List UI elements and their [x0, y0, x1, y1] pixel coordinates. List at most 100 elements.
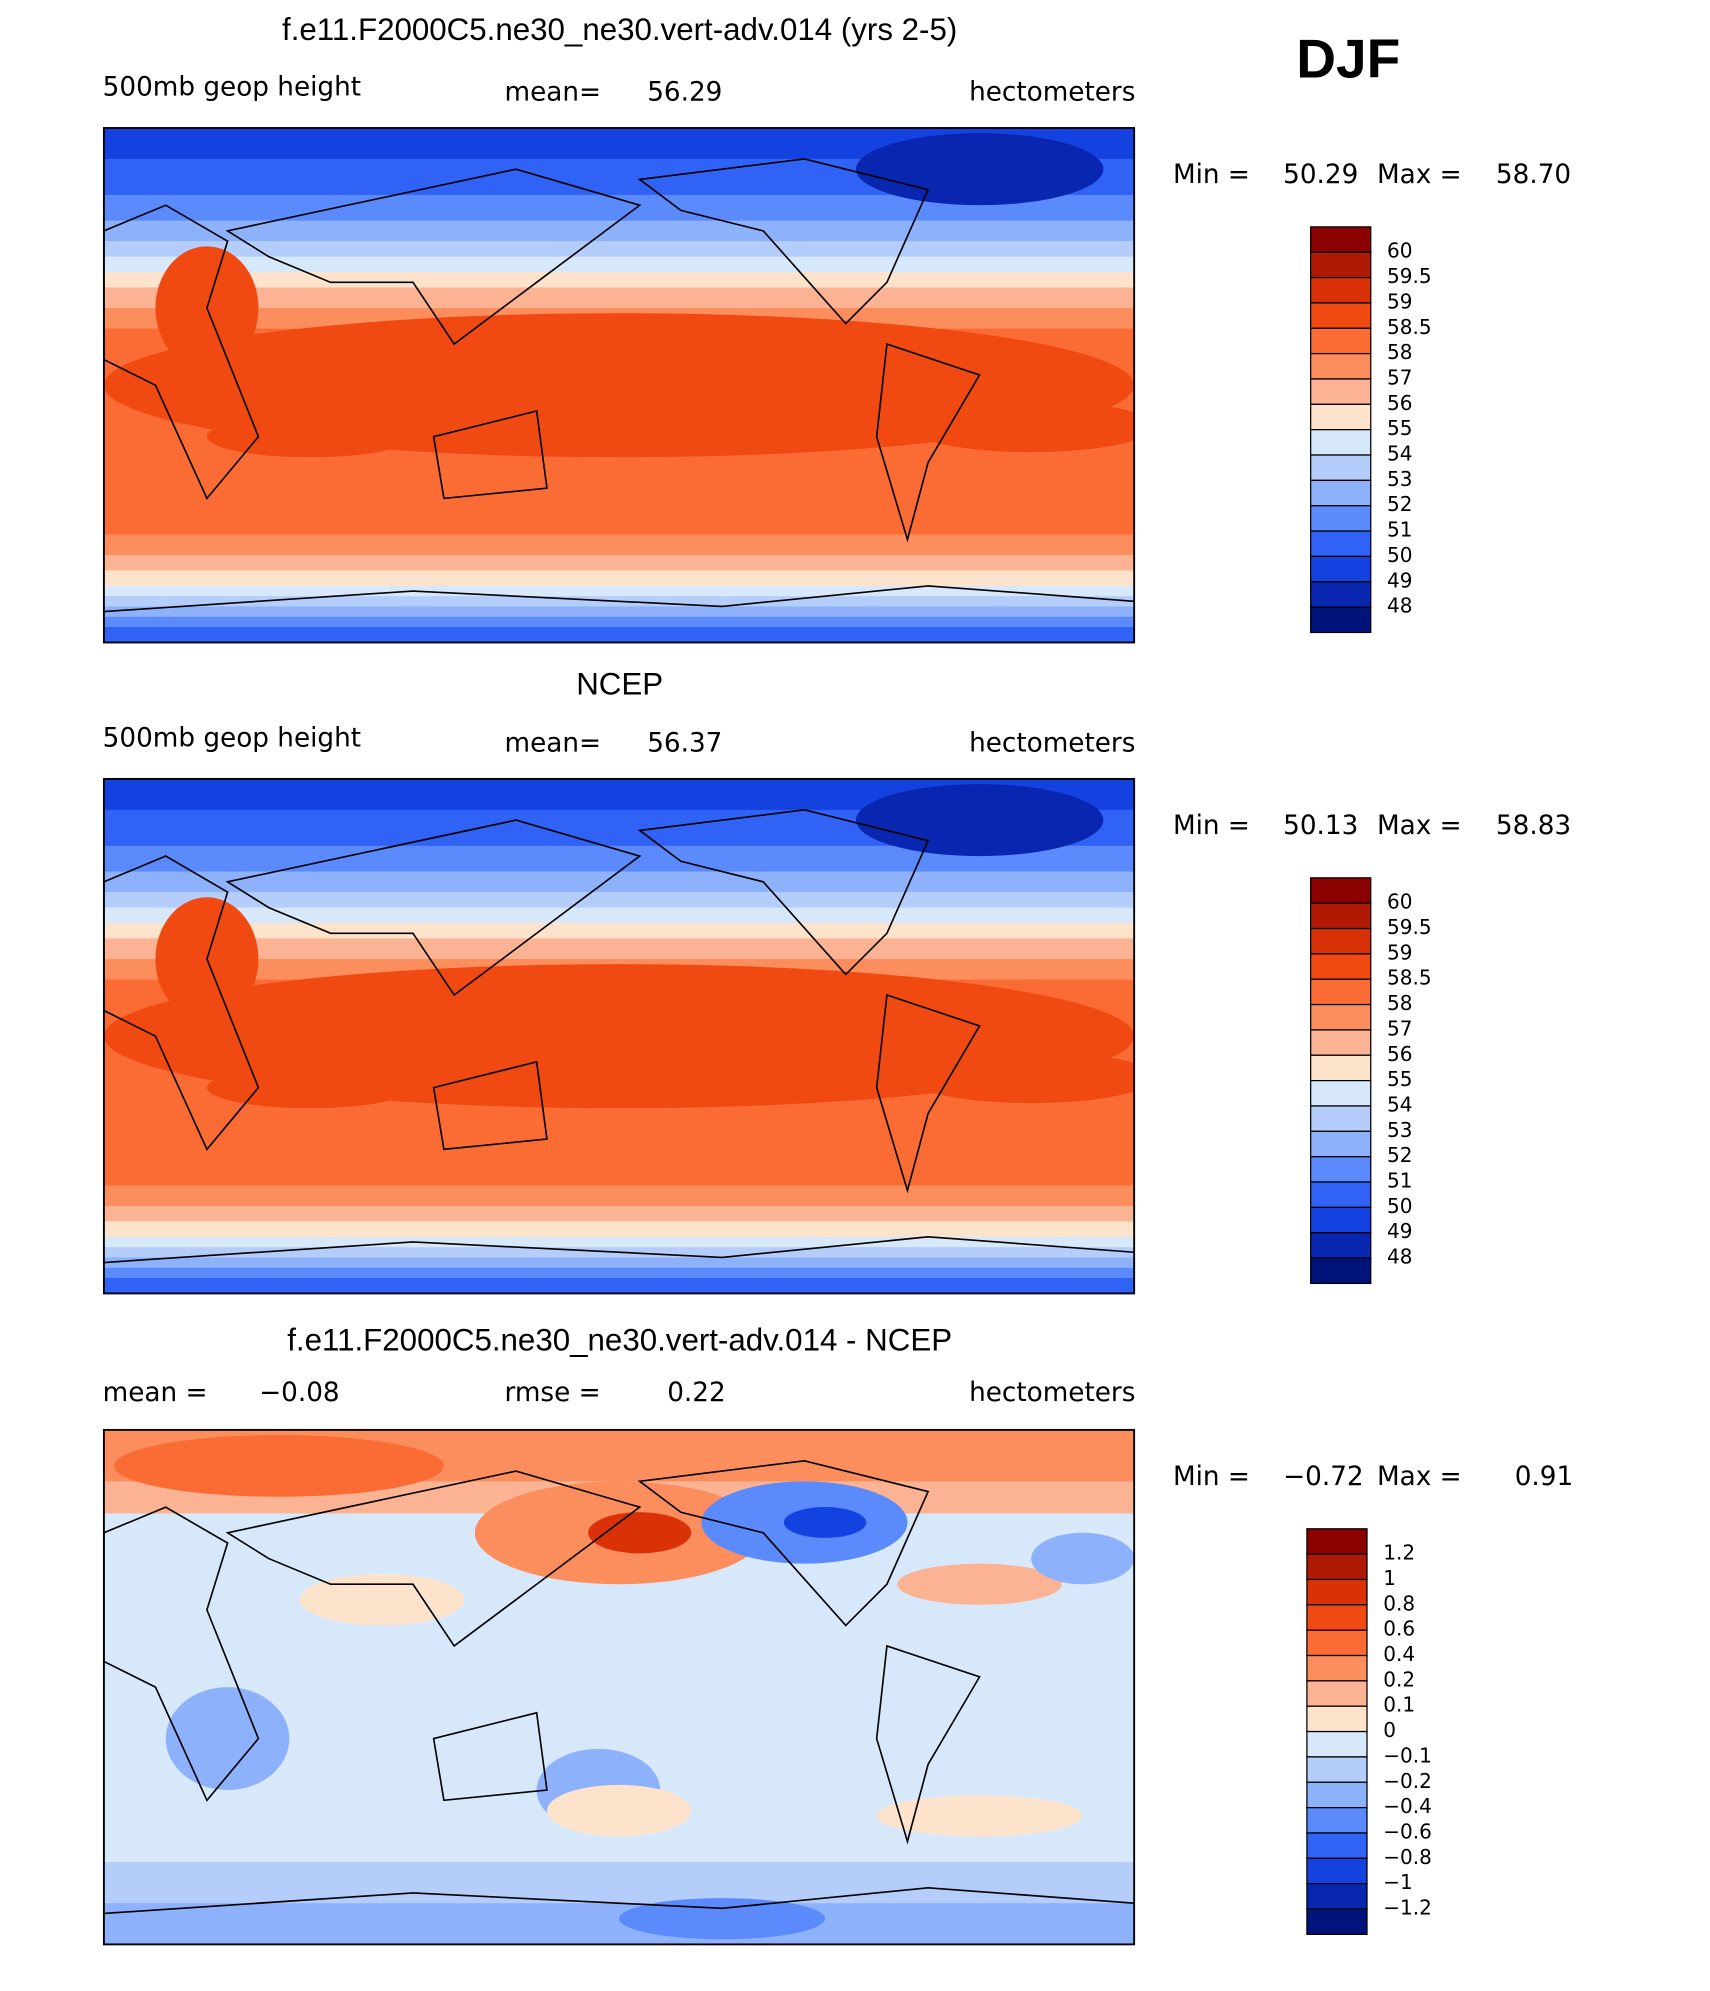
- colorbar-box: [1310, 1105, 1372, 1132]
- colorbar-label: 49: [1387, 568, 1412, 592]
- colorbar-box: [1310, 1181, 1372, 1208]
- colorbar-box: [1306, 1654, 1368, 1682]
- units: hectometers: [969, 728, 1135, 758]
- colorbar-label: 55: [1387, 1067, 1412, 1091]
- coastline: [637, 1459, 930, 1627]
- map-blob: [114, 1435, 444, 1497]
- colorbar-label: 56: [1387, 391, 1412, 415]
- stat-label: mean=: [504, 728, 600, 758]
- map-band: [103, 871, 1135, 894]
- colorbar-label: 58: [1387, 340, 1412, 364]
- colorbar-label: 0.8: [1383, 1591, 1415, 1615]
- map-band: [103, 892, 1135, 909]
- colorbar-label: −0.2: [1383, 1769, 1432, 1793]
- season-label: DJF: [1296, 27, 1400, 89]
- colorbar-box: [1310, 302, 1372, 329]
- colorbar-label: 59: [1387, 289, 1412, 313]
- colorbar-box: [1306, 1705, 1368, 1733]
- min-label: Min =: [1173, 160, 1250, 190]
- colorbar-label: 59: [1387, 940, 1412, 964]
- colorbar-box: [1310, 1079, 1372, 1107]
- colorbar-label: 53: [1387, 467, 1412, 491]
- map-band: [103, 1278, 1135, 1294]
- map-band: [103, 585, 1135, 598]
- left-label: mean =: [103, 1378, 208, 1408]
- stat-value: 56.37: [647, 728, 722, 758]
- colorbar-box: [1310, 505, 1372, 532]
- colorbar-box: [1310, 479, 1372, 507]
- colorbar-box: [1310, 454, 1372, 481]
- colorbar-label: −1: [1383, 1870, 1413, 1894]
- map-blob: [619, 1898, 826, 1940]
- colorbar-label: −0.8: [1383, 1845, 1432, 1869]
- colorbar-box: [1310, 581, 1372, 608]
- colorbar-box: [1306, 1730, 1368, 1758]
- colorbar-label: 48: [1387, 594, 1412, 618]
- map-band: [103, 1185, 1135, 1208]
- max-label: Max =: [1377, 160, 1462, 190]
- colorbar-box: [1310, 276, 1372, 304]
- coastline: [637, 809, 930, 976]
- map-band: [103, 606, 1135, 619]
- map-band: [103, 922, 1135, 940]
- colorbar-label: −0.6: [1383, 1819, 1432, 1843]
- max-value: 58.70: [1496, 160, 1571, 190]
- map-band: [103, 627, 1135, 643]
- colorbar-label: 0.4: [1383, 1642, 1415, 1666]
- map-band: [103, 220, 1135, 243]
- map-blob: [1031, 1532, 1135, 1585]
- colorbar-label: 52: [1387, 1143, 1412, 1167]
- coastline: [432, 1060, 548, 1151]
- panel-title: f.e11.F2000C5.ne30_ne30.vert-adv.014 - N…: [287, 1323, 952, 1358]
- colorbar-label: 53: [1387, 1118, 1412, 1142]
- colorbar-label: 0.2: [1383, 1667, 1415, 1691]
- stat-value: 56.29: [647, 77, 722, 107]
- colorbar-label: 0: [1383, 1718, 1396, 1742]
- min-value: −0.72: [1283, 1462, 1364, 1492]
- stat-label: rmse =: [504, 1378, 600, 1408]
- map-blob: [206, 1067, 413, 1109]
- coastline: [103, 1236, 1135, 1264]
- colorbar-label: −1.2: [1383, 1896, 1432, 1920]
- colorbar-box: [1310, 1054, 1372, 1082]
- coastline: [103, 585, 1135, 613]
- coastline: [103, 1886, 1135, 1915]
- colorbar-box: [1310, 226, 1372, 253]
- colorbar-label: 51: [1387, 518, 1412, 542]
- colorbar-label: 60: [1387, 890, 1412, 914]
- colorbar-label: 59.5: [1387, 915, 1432, 939]
- colorbar-box: [1306, 1908, 1368, 1935]
- map-blob: [855, 133, 1104, 206]
- map-band: [103, 938, 1135, 961]
- colorbar-label: 1: [1383, 1566, 1396, 1590]
- stat-value: 0.22: [667, 1378, 725, 1408]
- colorbar-label: 57: [1387, 365, 1412, 389]
- coastline: [432, 410, 548, 500]
- map-band: [103, 1221, 1135, 1239]
- coastline: [225, 819, 642, 997]
- colorbar-box: [1310, 978, 1372, 1006]
- colorbar-box: [1306, 1553, 1368, 1581]
- map-blob: [897, 1563, 1063, 1605]
- map-band: [103, 534, 1135, 557]
- colorbar-label: 56: [1387, 1042, 1412, 1066]
- map-band: [103, 241, 1135, 258]
- colorbar-box: [1310, 555, 1372, 583]
- coastline: [103, 855, 260, 1151]
- colorbar-label: 60: [1387, 239, 1412, 263]
- left-value: −0.08: [259, 1378, 340, 1408]
- colorbar-label: 57: [1387, 1016, 1412, 1040]
- map-band: [103, 1862, 1135, 1905]
- colorbar-label: 58.5: [1387, 966, 1432, 990]
- min-label: Min =: [1173, 811, 1250, 841]
- colorbar-label: 48: [1387, 1245, 1412, 1269]
- colorbar-box: [1310, 327, 1372, 355]
- map-frame: [102, 127, 1136, 644]
- colorbar-box: [1310, 352, 1372, 380]
- map-frame: [102, 777, 1136, 1295]
- colorbar-label: 52: [1387, 492, 1412, 516]
- colorbar-label: 49: [1387, 1219, 1412, 1243]
- map: [103, 778, 1135, 1294]
- units: hectometers: [969, 77, 1135, 107]
